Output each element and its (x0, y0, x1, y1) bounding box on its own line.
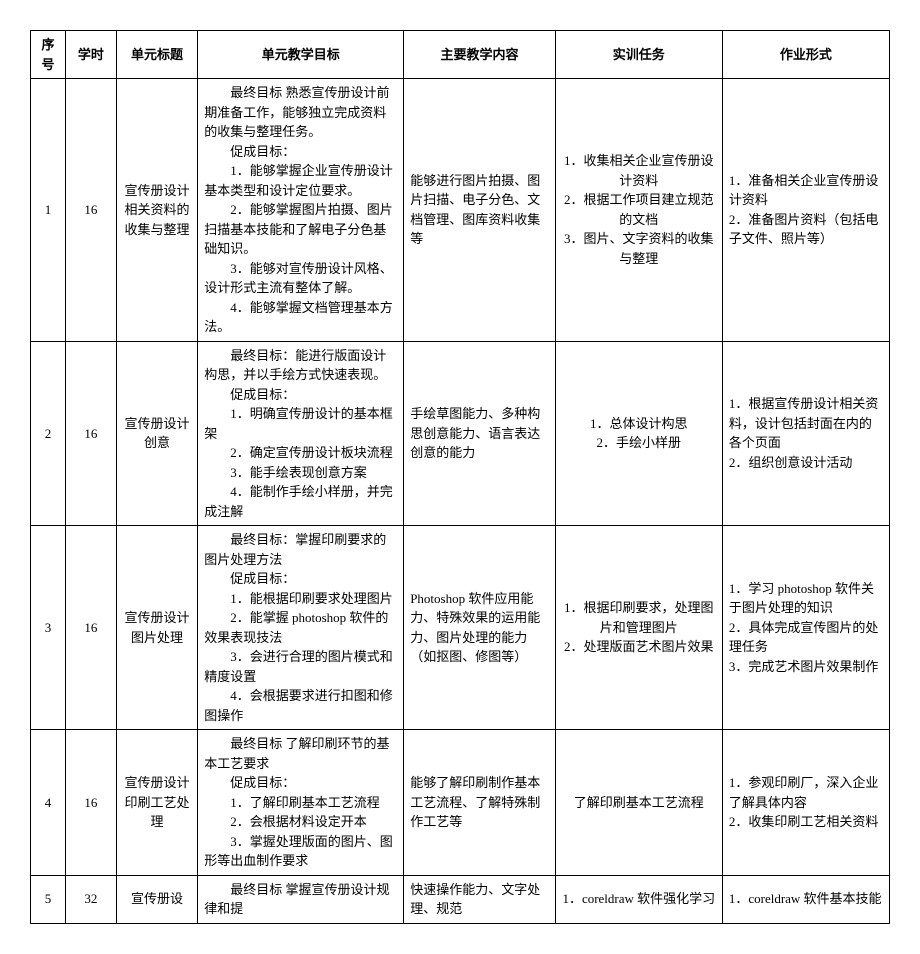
homework-item: 2．收集印刷工艺相关资料 (729, 812, 883, 832)
cell-unit-title: 宣传册设 (116, 875, 198, 923)
cell-homework: 1．根据宣传册设计相关资料，设计包括封面在内的各个页面2．组织创意设计活动 (722, 341, 889, 526)
homework-item: 2．准备图片资料（包括电子文件、照片等） (729, 210, 883, 249)
cell-main-content: 手绘草图能力、多种构思创意能力、语言表达创意的能力 (404, 341, 556, 526)
homework-item: 1．根据宣传册设计相关资料，设计包括封面在内的各个页面 (729, 394, 883, 453)
task-item: 1．根据印刷要求，处理图片和管理图片 (562, 598, 716, 637)
cell-seq: 4 (31, 730, 66, 876)
task-item: 2．处理版面艺术图片效果 (562, 637, 716, 657)
goal-pre: 最终目标 熟悉宣传册设计前期准备工作，能够独立完成资料的收集与整理任务。 (204, 83, 397, 142)
cell-hours: 16 (66, 79, 117, 342)
task-item: 3．图片、文字资料的收集与整理 (562, 229, 716, 268)
goal-label: 促成目标： (204, 385, 397, 405)
cell-main-content: 能够了解印刷制作基本工艺流程、了解特殊制作工艺等 (404, 730, 556, 876)
goal-item: 4．能够掌握文档管理基本方法。 (204, 298, 397, 337)
cell-hours: 16 (66, 526, 117, 730)
cell-homework: 1．准备相关企业宣传册设计资料2．准备图片资料（包括电子文件、照片等） (722, 79, 889, 342)
cell-homework: 1．coreldraw 软件基本技能 (722, 875, 889, 923)
goal-item: 2．确定宣传册设计板块流程 (204, 443, 397, 463)
cell-main-content: Photoshop 软件应用能力、特殊效果的运用能力、图片处理的能力（如抠图、修… (404, 526, 556, 730)
homework-item: 1．准备相关企业宣传册设计资料 (729, 171, 883, 210)
table-row: 532宣传册设最终目标 掌握宣传册设计规律和提快速操作能力、文字处理、规范1．c… (31, 875, 890, 923)
cell-unit-goal: 最终目标 熟悉宣传册设计前期准备工作，能够独立完成资料的收集与整理任务。促成目标… (198, 79, 404, 342)
cell-main-content: 快速操作能力、文字处理、规范 (404, 875, 556, 923)
header-row: 序号 学时 单元标题 单元教学目标 主要教学内容 实训任务 作业形式 (31, 31, 890, 79)
goal-item: 1．了解印刷基本工艺流程 (204, 793, 397, 813)
goal-pre: 最终目标 掌握宣传册设计规律和提 (204, 880, 397, 919)
task-item: 1．收集相关企业宣传册设计资料 (562, 151, 716, 190)
table-row: 116宣传册设计相关资料的收集与整理最终目标 熟悉宣传册设计前期准备工作，能够独… (31, 79, 890, 342)
cell-unit-goal: 最终目标：掌握印刷要求的图片处理方法促成目标：1．能根据印刷要求处理图片2．能掌… (198, 526, 404, 730)
goal-item: 1．明确宣传册设计的基本框架 (204, 404, 397, 443)
goal-label: 促成目标： (204, 142, 397, 162)
cell-unit-title: 宣传册设计相关资料的收集与整理 (116, 79, 198, 342)
cell-unit-title: 宣传册设计图片处理 (116, 526, 198, 730)
cell-unit-title: 宣传册设计印刷工艺处理 (116, 730, 198, 876)
curriculum-table: 序号 学时 单元标题 单元教学目标 主要教学内容 实训任务 作业形式 116宣传… (30, 30, 890, 924)
cell-unit-goal: 最终目标 掌握宣传册设计规律和提 (198, 875, 404, 923)
goal-item: 3．掌握处理版面的图片、图形等出血制作要求 (204, 832, 397, 871)
cell-main-content: 能够进行图片拍摄、图片扫描、电子分色、文档管理、图库资料收集等 (404, 79, 556, 342)
cell-seq: 3 (31, 526, 66, 730)
cell-homework: 1．学习 photoshop 软件关于图片处理的知识2．具体完成宣传图片的处理任… (722, 526, 889, 730)
homework-item: 1．参观印刷厂，深入企业了解具体内容 (729, 773, 883, 812)
cell-seq: 2 (31, 341, 66, 526)
goal-item: 3．会进行合理的图片模式和精度设置 (204, 647, 397, 686)
cell-unit-goal: 最终目标：能进行版面设计构思，并以手绘方式快速表现。促成目标：1．明确宣传册设计… (198, 341, 404, 526)
cell-training-task: 1．收集相关企业宣传册设计资料2．根据工作项目建立规范的文档3．图片、文字资料的… (555, 79, 722, 342)
cell-training-task: 了解印刷基本工艺流程 (555, 730, 722, 876)
task-item: 2．根据工作项目建立规范的文档 (562, 190, 716, 229)
goal-label: 促成目标： (204, 569, 397, 589)
cell-seq: 1 (31, 79, 66, 342)
goal-item: 3．能手绘表现创意方案 (204, 463, 397, 483)
cell-training-task: 1．coreldraw 软件强化学习 (555, 875, 722, 923)
goal-item: 2．能掌握 photoshop 软件的效果表现技法 (204, 608, 397, 647)
header-seq: 序号 (31, 31, 66, 79)
goal-pre: 最终目标：掌握印刷要求的图片处理方法 (204, 530, 397, 569)
header-hours: 学时 (66, 31, 117, 79)
table-row: 416宣传册设计印刷工艺处理最终目标 了解印刷环节的基本工艺要求促成目标：1．了… (31, 730, 890, 876)
goal-label: 促成目标： (204, 773, 397, 793)
table-row: 316宣传册设计图片处理最终目标：掌握印刷要求的图片处理方法促成目标：1．能根据… (31, 526, 890, 730)
cell-training-task: 1．总体设计构思2．手绘小样册 (555, 341, 722, 526)
goal-pre: 最终目标 了解印刷环节的基本工艺要求 (204, 734, 397, 773)
header-unit-goal: 单元教学目标 (198, 31, 404, 79)
header-homework: 作业形式 (722, 31, 889, 79)
header-unit-title: 单元标题 (116, 31, 198, 79)
goal-item: 1．能够掌握企业宣传册设计基本类型和设计定位要求。 (204, 161, 397, 200)
goal-item: 1．能根据印刷要求处理图片 (204, 589, 397, 609)
goal-pre: 最终目标：能进行版面设计构思，并以手绘方式快速表现。 (204, 346, 397, 385)
header-main-content: 主要教学内容 (404, 31, 556, 79)
cell-hours: 16 (66, 730, 117, 876)
homework-item: 2．组织创意设计活动 (729, 453, 883, 473)
cell-homework: 1．参观印刷厂，深入企业了解具体内容2．收集印刷工艺相关资料 (722, 730, 889, 876)
cell-hours: 16 (66, 341, 117, 526)
cell-seq: 5 (31, 875, 66, 923)
goal-item: 4．会根据要求进行扣图和修图操作 (204, 686, 397, 725)
cell-training-task: 1．根据印刷要求，处理图片和管理图片2．处理版面艺术图片效果 (555, 526, 722, 730)
table-row: 216宣传册设计创意最终目标：能进行版面设计构思，并以手绘方式快速表现。促成目标… (31, 341, 890, 526)
cell-unit-title: 宣传册设计创意 (116, 341, 198, 526)
cell-hours: 32 (66, 875, 117, 923)
goal-item: 4．能制作手绘小样册，并完成注解 (204, 482, 397, 521)
goal-item: 2．会根据材料设定开本 (204, 812, 397, 832)
goal-item: 3．能够对宣传册设计风格、设计形式主流有整体了解。 (204, 259, 397, 298)
homework-item: 1．学习 photoshop 软件关于图片处理的知识 (729, 579, 883, 618)
goal-item: 2．能够掌握图片拍摄、图片扫描基本技能和了解电子分色基础知识。 (204, 200, 397, 259)
cell-unit-goal: 最终目标 了解印刷环节的基本工艺要求促成目标：1．了解印刷基本工艺流程2．会根据… (198, 730, 404, 876)
header-training-task: 实训任务 (555, 31, 722, 79)
table-body: 116宣传册设计相关资料的收集与整理最终目标 熟悉宣传册设计前期准备工作，能够独… (31, 79, 890, 924)
task-item: 1．总体设计构思 (562, 414, 716, 434)
homework-item: 3．完成艺术图片效果制作 (729, 657, 883, 677)
task-item: 2．手绘小样册 (562, 433, 716, 453)
